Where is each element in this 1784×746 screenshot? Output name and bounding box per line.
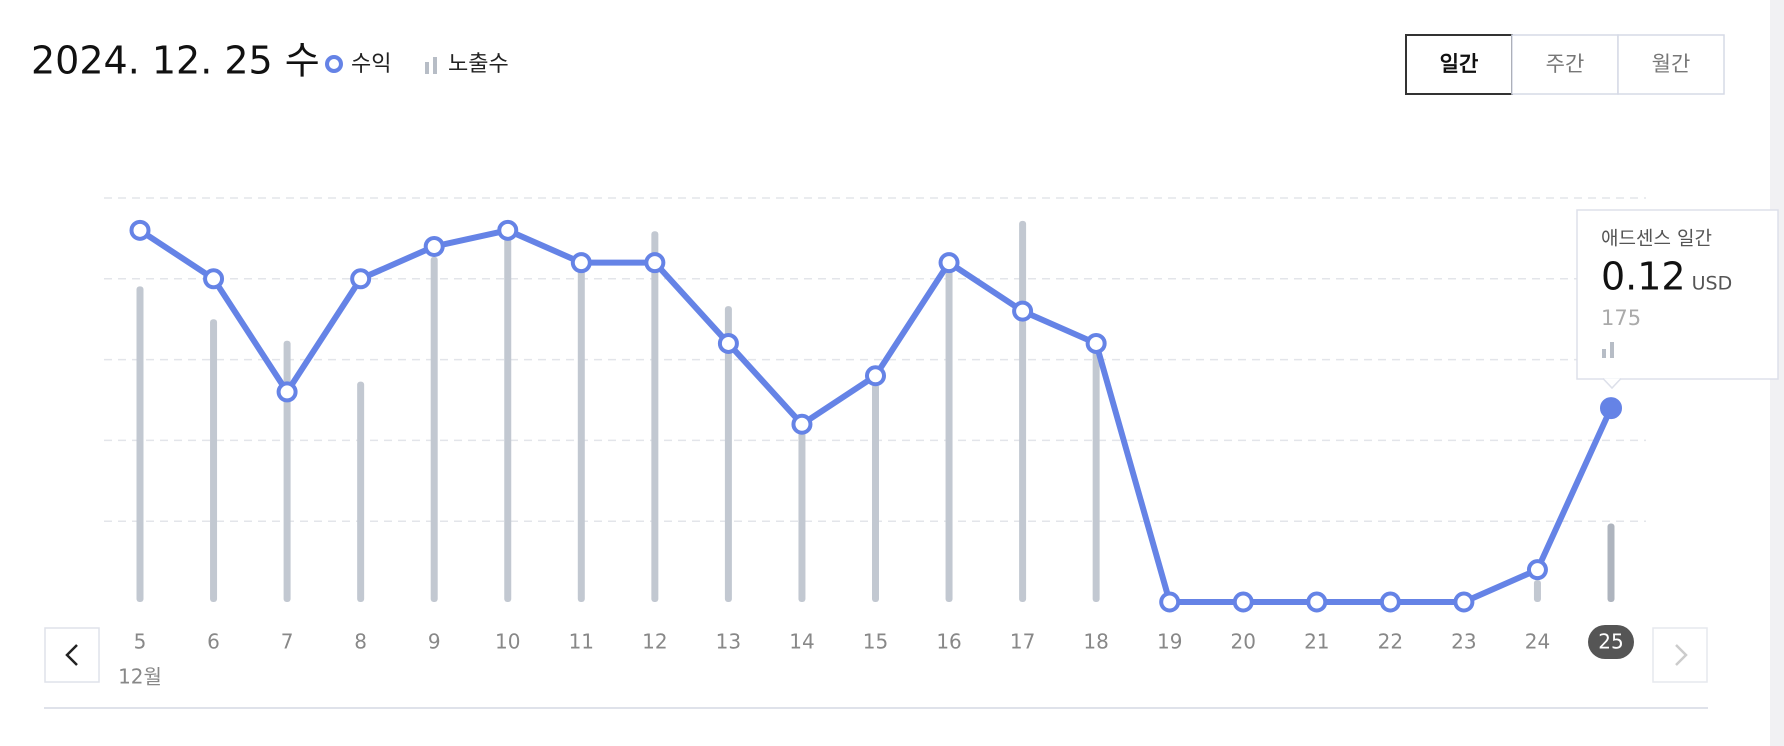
month-label: 12월 [118,665,162,689]
bar [430,256,438,602]
point[interactable] [423,235,445,257]
legend-label: 수익 [351,52,391,77]
x-tick-label: 23 [1451,630,1476,654]
period-label: 일간 [1440,52,1479,76]
bar [798,430,806,602]
legend-icon [425,62,429,74]
point[interactable] [1306,591,1328,613]
period-label: 주간 [1546,52,1585,76]
point[interactable] [1600,397,1622,420]
point[interactable] [203,268,225,290]
bar [136,286,144,602]
x-tick-label: 8 [354,630,367,654]
x-tick-label: 18 [1083,630,1108,654]
bar [945,268,953,602]
x-tick-label: 22 [1378,630,1403,654]
period-label: 월간 [1652,52,1691,76]
legend-label: 노출수 [448,52,509,77]
point[interactable] [1453,591,1475,613]
point[interactable] [1526,559,1548,581]
x-tick-label: 7 [281,630,294,654]
bar [577,265,585,602]
x-tick-label: 5 [134,630,147,654]
selected-badge [1588,625,1634,659]
point[interactable] [938,252,960,274]
point[interactable] [1085,332,1107,354]
point[interactable] [497,219,519,241]
bar [1019,220,1027,603]
bar [1092,343,1100,602]
bar [283,340,291,602]
point[interactable] [1232,591,1254,613]
x-tick-label: 20 [1231,630,1256,654]
point[interactable] [276,381,298,403]
tooltip-title: 애드센스 일간 [1601,228,1712,250]
point[interactable] [1379,591,1401,613]
x-tick-label: 24 [1525,630,1550,654]
x-tick-label: 17 [1010,630,1035,654]
point[interactable] [350,268,372,290]
x-tick-label: 14 [789,630,814,654]
bar [210,319,218,602]
bar [724,306,732,602]
point[interactable] [865,365,886,387]
next-icon [1675,644,1688,666]
bar [872,383,879,602]
point[interactable] [717,332,739,354]
x-tick-label: 21 [1304,630,1329,654]
next-button[interactable] [1652,627,1708,683]
chart-title: 2024. 12. 25 수 [31,39,320,83]
legend-icon [325,55,343,73]
point[interactable] [644,252,666,274]
tooltip-unit: USD [1692,273,1733,295]
x-tick-label: 16 [936,630,961,654]
point[interactable] [1159,591,1181,613]
point[interactable] [570,252,592,274]
tooltip-icon [1602,349,1606,358]
x-tick-label: 13 [716,630,741,654]
point[interactable] [791,413,813,435]
tooltip: 애드센스 일간 0.12 USD 175 [1576,209,1779,390]
x-tick-label: 10 [495,630,520,654]
x-tick-label: 25 [1598,630,1623,654]
tooltip-icon [1610,342,1614,358]
tooltip-value: 0.12 [1601,255,1686,299]
legend-icon [433,57,437,74]
point[interactable] [129,219,151,241]
x-tick-label: 15 [863,630,888,654]
point[interactable] [1012,300,1034,322]
prev-icon [65,644,78,666]
x-tick-label: 12 [642,630,667,654]
x-tick-label: 19 [1157,630,1182,654]
bar [504,233,512,602]
tooltip-arrow [1602,377,1622,390]
bar [357,381,365,602]
period-button[interactable] [1405,34,1513,95]
prev-button[interactable] [44,627,100,683]
bar [651,231,659,602]
bar [1533,580,1541,602]
x-tick-label: 9 [428,630,441,654]
x-tick-label: 6 [207,630,220,654]
bar [1607,523,1615,602]
tooltip-impressions: 175 [1601,306,1641,330]
x-tick-label: 11 [569,630,594,654]
period-button[interactable] [1617,34,1725,95]
